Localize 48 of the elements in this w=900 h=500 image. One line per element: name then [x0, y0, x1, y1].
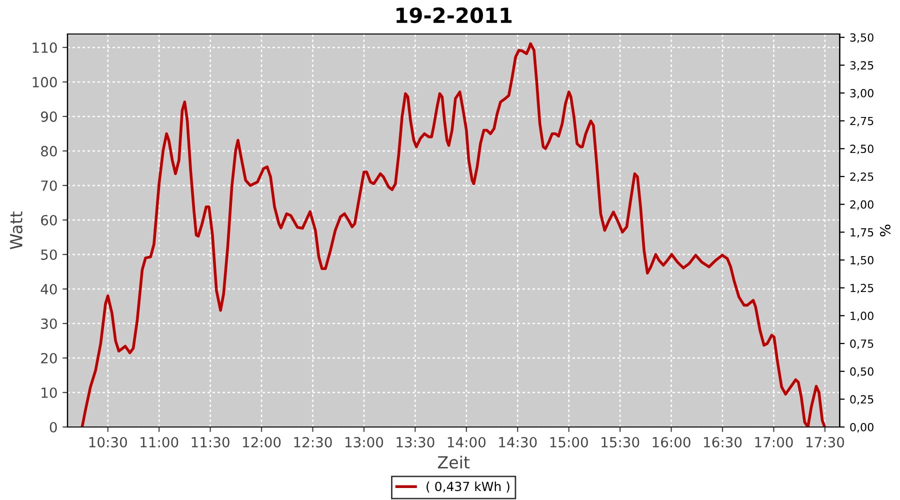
y2-tick-label: 2,00 — [850, 200, 874, 210]
y2-tick-label: 1,50 — [850, 256, 874, 266]
x-tick-label: 16:00 — [652, 436, 690, 448]
y2-tick-label: 1,25 — [850, 284, 874, 294]
x-tick-label: 13:30 — [396, 436, 434, 448]
y-tick-label: 50 — [41, 249, 57, 260]
x-tick-label: 11:30 — [192, 436, 230, 448]
y2-axis-title: % — [880, 224, 890, 236]
y-tick-label: 100 — [32, 76, 57, 88]
x-axis-title: Zeit — [438, 456, 470, 469]
x-tick-label: 15:00 — [550, 436, 588, 448]
y2-tick-label: 2,25 — [850, 172, 874, 182]
x-tick-label: 12:30 — [294, 436, 332, 448]
y-axis-title: Watt — [10, 212, 22, 250]
x-tick-label: 13:00 — [345, 436, 384, 448]
line-series — [80, 42, 826, 427]
x-tick-label: 16:30 — [704, 436, 742, 448]
y-tick-label: 60 — [41, 214, 57, 226]
y2-tick-label: 2,75 — [850, 116, 874, 126]
y-tick-label: 40 — [40, 284, 57, 294]
x-tick-label: 17:00 — [755, 436, 793, 448]
x-tick-label: 15:30 — [602, 436, 640, 448]
y-tick-label: 70 — [41, 180, 57, 191]
y2-tick-label: 0,00 — [850, 422, 874, 433]
y2-tick-label: 3,50 — [850, 33, 874, 43]
y-tick-label: 90 — [40, 111, 57, 122]
y-tick-label: 0 — [50, 422, 57, 432]
y-tick-label: 10 — [42, 387, 57, 398]
y2-tick-label: 3,00 — [850, 88, 874, 99]
chart-title: 19-2-2011 — [396, 7, 512, 24]
y-tick-label: 110 — [32, 42, 57, 53]
y2-tick-label: 0,25 — [850, 395, 874, 405]
x-tick-label: 12:00 — [243, 436, 281, 448]
x-tick-label: 17:30 — [806, 436, 844, 448]
y-tick-label: 30 — [41, 318, 57, 329]
legend-label: ( 0,437 kWh ) — [426, 481, 510, 493]
x-tick-label: 11:00 — [140, 436, 178, 448]
y2-tick-label: 2,50 — [850, 144, 874, 154]
x-tick-label: 10:30 — [89, 436, 127, 448]
y2-tick-label: 1,75 — [850, 228, 874, 238]
y-tick-label: 20 — [41, 352, 57, 364]
x-tick-label: 14:30 — [499, 436, 537, 448]
y2-tick-label: 0,75 — [850, 339, 874, 350]
y2-tick-label: 0,50 — [850, 367, 874, 377]
y-tick-label: 80 — [41, 146, 57, 156]
y2-tick-label: 1,00 — [850, 312, 874, 322]
y2-tick-label: 3,25 — [850, 61, 874, 71]
x-tick-label: 14:00 — [448, 436, 486, 448]
